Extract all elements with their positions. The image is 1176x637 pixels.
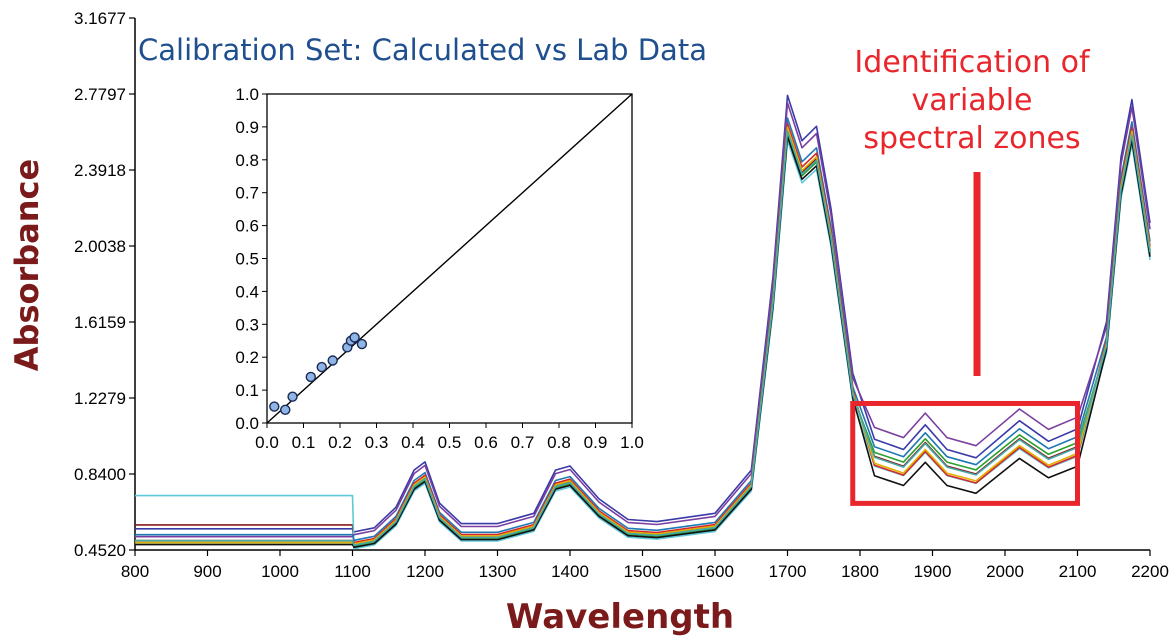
inset-y-tick-label: 1.0 [235, 85, 259, 104]
y-tick-label: 0.4520 [74, 541, 126, 560]
chart-title: Calibration Set: Calculated vs Lab Data [138, 33, 707, 67]
spectra-series-group [135, 94, 1151, 550]
annotation-line-2: variable [911, 83, 1032, 118]
annotation-line-1: Identification of [854, 45, 1091, 80]
inset-x-tick-label: 0.2 [328, 433, 352, 452]
inset-x-tick-label: 0.8 [547, 433, 571, 452]
inset-scatter-point [280, 404, 291, 416]
inset-scatter-point [287, 391, 298, 402]
inset-y-tick-label: 0.0 [235, 414, 259, 433]
inset-y-tick-label: 0.4 [235, 282, 259, 301]
x-tick-label: 800 [121, 562, 149, 581]
y-tick-label: 1.2279 [74, 389, 126, 408]
x-tick-label: 2000 [986, 562, 1024, 581]
inset-x-tick-label: 0.7 [511, 433, 535, 452]
inset-scatter-point [305, 371, 316, 383]
inset-y-tick-label: 0.6 [235, 217, 259, 236]
annotation-line-3: spectral zones [863, 121, 1080, 156]
inset-identity-line [266, 93, 633, 424]
inset-y-tick-label: 0.1 [235, 381, 259, 400]
inset-x-tick-label: 1.0 [620, 433, 644, 452]
x-tick-label: 1800 [841, 562, 879, 581]
inset-scatter-point [349, 332, 360, 343]
x-tick-label: 900 [193, 562, 221, 581]
x-tick-label: 1600 [696, 562, 734, 581]
inset-y-tick-label: 0.5 [235, 250, 259, 269]
inset-x-tick-label: 0.1 [292, 433, 316, 452]
x-tick-label: 2100 [1059, 562, 1097, 581]
y-tick-label: 0.8400 [74, 465, 126, 484]
annotation-group: Identification of variable spectral zone… [850, 45, 1091, 506]
x-tick-label: 1300 [479, 562, 517, 581]
y-tick-label: 3.1677 [74, 9, 126, 28]
inset-y-tick-label: 0.9 [235, 118, 259, 137]
x-tick-label: 1000 [261, 562, 299, 581]
spectrum-series-line [135, 130, 1151, 546]
y-axis-title: Absorbance [8, 159, 46, 371]
y-tick-label: 2.7797 [74, 85, 126, 104]
inset-x-tick-label: 0.6 [474, 433, 498, 452]
y-tick-label: 2.3918 [74, 161, 126, 180]
inset-x-tick-label: 0.5 [438, 433, 462, 452]
x-tick-label: 1700 [769, 562, 807, 581]
inset-x-tick-label: 0.4 [401, 433, 425, 452]
inset-scatter-point [269, 401, 280, 412]
inset-y-tick-label: 0.8 [235, 151, 259, 170]
x-tick-label: 1500 [624, 562, 662, 581]
inset-scatter-point [327, 355, 338, 366]
inset-y-tick-label: 0.3 [235, 315, 259, 334]
inset-scatter-point [356, 338, 368, 350]
inset-x-tick-label: 0.3 [365, 433, 389, 452]
main-axis-ticks: 800 900 1000 1100 1200 1300 1400 1500 1600 1700 18… [74, 9, 1169, 581]
y-tick-label: 1.6159 [74, 313, 126, 332]
inset-scatter-point [316, 361, 327, 373]
spectrum-series-line [135, 102, 1151, 538]
inset-x-tick-label: 0.9 [584, 433, 608, 452]
inset-y-tick-label: 0.7 [235, 184, 259, 203]
x-tick-label: 2200 [1131, 562, 1169, 581]
inset-y-tick-label: 0.2 [235, 348, 259, 367]
inset-scatter-chart: 0.0 0.1 0.2 0.3 0.4 0.5 0.6 0.7 0.8 0.9 1.0 0.0 0.1 0… [235, 85, 643, 452]
x-tick-label: 1400 [551, 562, 589, 581]
highlight-box [850, 400, 1080, 506]
x-tick-label: 1900 [914, 562, 952, 581]
x-tick-label: 1200 [406, 562, 444, 581]
x-tick-label: 1100 [334, 562, 371, 581]
x-axis-title: Wavelength [506, 597, 734, 637]
y-tick-label: 2.0038 [74, 237, 126, 256]
inset-x-tick-label: 0.0 [255, 433, 279, 452]
